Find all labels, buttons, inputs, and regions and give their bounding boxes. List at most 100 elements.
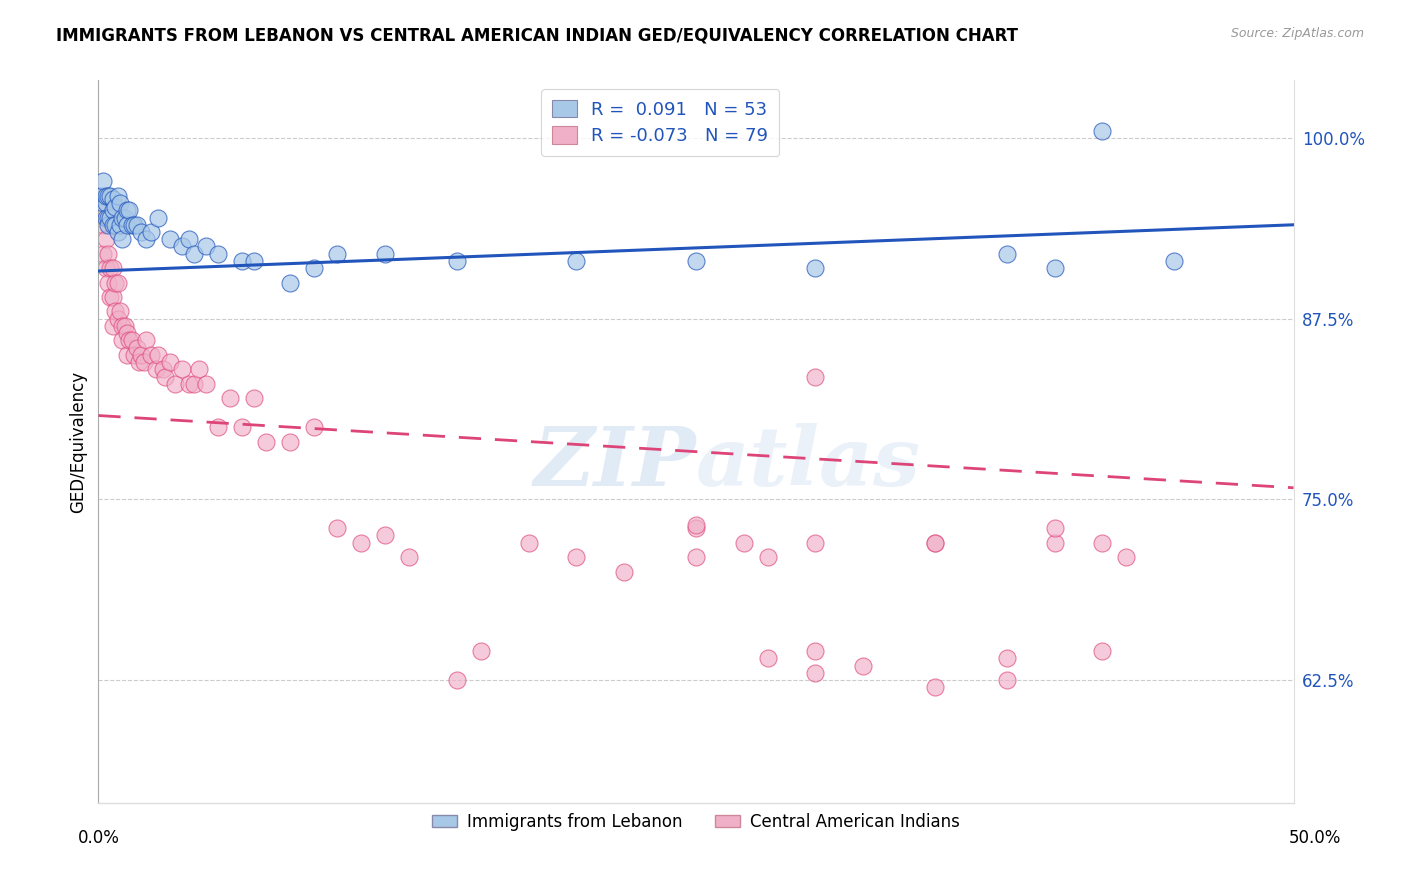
Y-axis label: GED/Equivalency: GED/Equivalency [69, 370, 87, 513]
Point [1115, 550, 1137, 565]
Text: 0.0%: 0.0% [77, 829, 120, 847]
Point [108, 196, 131, 211]
Point [101, 318, 124, 333]
Point [121, 334, 143, 348]
Point [97, 211, 120, 225]
Point [94, 196, 117, 211]
Point [118, 334, 141, 348]
Point [139, 225, 162, 239]
Text: ZIP: ZIP [533, 423, 696, 503]
Point [145, 362, 167, 376]
Point [1043, 261, 1066, 276]
Text: IMMIGRANTS FROM LEBANON VS CENTRAL AMERICAN INDIAN GED/EQUIVALENCY CORRELATION C: IMMIGRANTS FROM LEBANON VS CENTRAL AMERI… [56, 27, 1018, 45]
Point [446, 253, 468, 268]
Text: 50.0%: 50.0% [1288, 829, 1341, 847]
Point [1163, 253, 1185, 268]
Point [207, 246, 229, 260]
Point [179, 232, 201, 246]
Point [685, 518, 707, 533]
Point [195, 376, 218, 391]
Point [114, 318, 136, 333]
Point [187, 362, 209, 376]
Point [1091, 124, 1114, 138]
Point [131, 225, 153, 239]
Point [91, 196, 114, 211]
Point [115, 326, 138, 341]
Point [326, 246, 349, 260]
Point [91, 174, 114, 188]
Point [115, 218, 138, 232]
Point [124, 218, 146, 232]
Point [995, 246, 1018, 260]
Point [91, 218, 114, 232]
Point [115, 348, 138, 362]
Point [278, 276, 301, 290]
Point [108, 304, 131, 318]
Point [254, 434, 277, 449]
Point [94, 189, 117, 203]
Point [121, 218, 143, 232]
Point [155, 369, 177, 384]
Text: Source: ZipAtlas.com: Source: ZipAtlas.com [1230, 27, 1364, 40]
Point [91, 246, 114, 260]
Point [852, 658, 875, 673]
Point [131, 348, 153, 362]
Point [135, 232, 157, 246]
Point [125, 341, 148, 355]
Point [152, 362, 174, 376]
Point [97, 218, 120, 232]
Point [148, 211, 170, 225]
Point [195, 239, 218, 253]
Point [104, 201, 127, 215]
Point [1091, 535, 1114, 549]
Point [90, 189, 112, 203]
Point [302, 261, 325, 276]
Point [101, 261, 124, 276]
Point [94, 211, 117, 225]
Point [98, 261, 122, 276]
Point [517, 535, 540, 549]
Point [94, 261, 117, 276]
Point [111, 318, 134, 333]
Point [565, 253, 588, 268]
Legend: Immigrants from Lebanon, Central American Indians: Immigrants from Lebanon, Central America… [425, 806, 967, 838]
Point [101, 192, 124, 206]
Point [159, 355, 181, 369]
Point [111, 232, 134, 246]
Point [446, 673, 468, 687]
Point [115, 203, 138, 218]
Point [183, 376, 205, 391]
Point [565, 550, 588, 565]
Point [1091, 644, 1114, 658]
Point [101, 290, 124, 304]
Point [108, 218, 131, 232]
Point [98, 211, 122, 225]
Point [374, 246, 396, 260]
Point [179, 376, 201, 391]
Point [804, 535, 827, 549]
Text: atlas: atlas [696, 423, 921, 503]
Point [995, 673, 1018, 687]
Point [231, 253, 253, 268]
Point [163, 376, 186, 391]
Point [995, 651, 1018, 665]
Point [243, 391, 266, 405]
Point [97, 246, 120, 260]
Point [101, 203, 124, 218]
Point [350, 535, 373, 549]
Point [98, 290, 122, 304]
Point [128, 355, 150, 369]
Point [924, 535, 946, 549]
Point [804, 644, 827, 658]
Point [101, 218, 124, 232]
Point [924, 680, 946, 694]
Point [135, 334, 157, 348]
Point [1043, 521, 1066, 535]
Point [470, 644, 492, 658]
Point [685, 253, 707, 268]
Point [804, 261, 827, 276]
Point [243, 253, 266, 268]
Point [159, 232, 181, 246]
Point [924, 535, 946, 549]
Point [107, 276, 129, 290]
